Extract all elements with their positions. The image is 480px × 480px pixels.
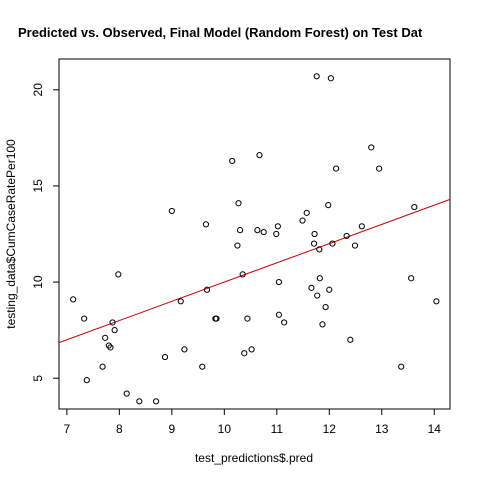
data-point xyxy=(343,232,350,240)
data-point xyxy=(244,315,251,322)
data-point xyxy=(398,363,405,370)
data-point xyxy=(181,346,188,353)
data-point xyxy=(123,390,130,397)
data-point xyxy=(351,242,359,249)
data-point xyxy=(376,165,383,172)
x-tick-label: 11 xyxy=(271,422,284,436)
data-point xyxy=(308,284,315,291)
data-point xyxy=(303,209,310,216)
data-point xyxy=(433,298,440,305)
data-point xyxy=(326,286,333,293)
data-point xyxy=(260,228,267,236)
data-point xyxy=(152,398,160,405)
data-point xyxy=(310,240,318,247)
data-point xyxy=(203,286,211,293)
data-point xyxy=(213,315,220,322)
y-axis: 5 10 15 20 xyxy=(31,83,59,382)
data-point xyxy=(327,75,334,82)
data-point xyxy=(347,336,354,343)
data-point xyxy=(136,398,143,405)
data-point xyxy=(325,202,332,209)
data-point xyxy=(81,315,88,322)
data-point xyxy=(281,319,288,326)
data-point xyxy=(254,227,261,234)
data-point xyxy=(70,296,77,303)
data-point xyxy=(177,298,184,305)
x-tick-label: 13 xyxy=(375,422,389,436)
data-point xyxy=(333,165,340,172)
data-point xyxy=(105,342,112,349)
data-point xyxy=(248,346,255,353)
data-point xyxy=(316,246,323,253)
data-point xyxy=(107,344,114,351)
y-tick-label: 10 xyxy=(31,275,45,289)
y-tick-label: 20 xyxy=(31,83,45,97)
data-point xyxy=(299,217,306,224)
data-point xyxy=(329,240,336,247)
data-point xyxy=(273,230,280,238)
data-point xyxy=(236,227,244,234)
data-point xyxy=(168,207,175,215)
data-point xyxy=(234,242,241,249)
data-point xyxy=(109,319,116,326)
data-point xyxy=(229,157,236,165)
regression-line xyxy=(58,198,451,344)
data-point xyxy=(161,353,169,361)
data-point xyxy=(319,321,326,328)
x-axis-label: test_predictions$.pred xyxy=(195,451,313,465)
x-axis: 7 8 9 10 11 12 13 14 xyxy=(64,409,442,436)
data-point xyxy=(199,363,206,370)
data-point xyxy=(102,334,109,341)
data-point xyxy=(235,200,242,207)
data-point xyxy=(239,271,246,278)
x-tick-label: 8 xyxy=(116,422,123,436)
data-point xyxy=(275,278,283,286)
chart-title: Predicted vs. Observed, Final Model (Ran… xyxy=(18,25,423,40)
y-axis-label: testing_data$CumCaseRatePer100 xyxy=(4,139,18,329)
data-point xyxy=(408,275,415,282)
x-tick-label: 7 xyxy=(64,422,71,436)
x-tick-label: 14 xyxy=(428,422,442,436)
data-points xyxy=(70,73,440,405)
y-tick-label: 15 xyxy=(31,179,45,193)
data-point xyxy=(115,271,122,278)
x-tick-label: 12 xyxy=(323,422,337,436)
data-point xyxy=(311,230,318,238)
data-point xyxy=(368,144,375,151)
data-point xyxy=(314,292,321,299)
data-point xyxy=(99,363,106,370)
data-point xyxy=(313,73,320,80)
data-point xyxy=(358,223,365,230)
x-tick-label: 9 xyxy=(168,422,175,436)
data-point xyxy=(83,377,90,384)
data-point xyxy=(202,221,210,228)
data-point xyxy=(322,303,329,311)
data-point xyxy=(111,327,118,334)
data-point xyxy=(256,152,263,159)
data-point xyxy=(275,311,283,318)
plot-frame xyxy=(58,58,451,410)
data-point xyxy=(316,275,323,282)
y-tick-label: 5 xyxy=(31,375,45,382)
data-point xyxy=(411,203,418,211)
x-tick-label: 10 xyxy=(218,422,232,436)
data-point xyxy=(241,350,248,357)
data-point xyxy=(274,223,281,230)
